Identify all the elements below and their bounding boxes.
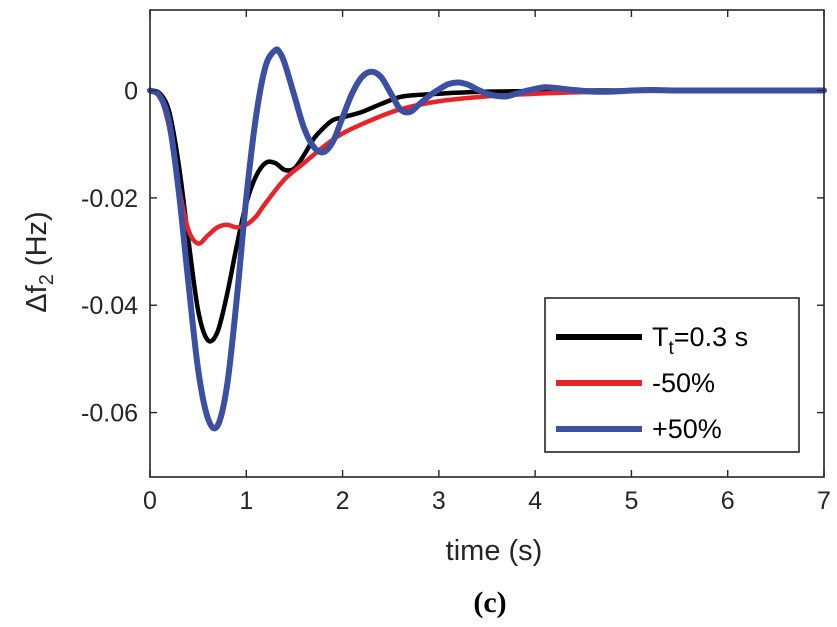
x-tick-label-1: 1 — [239, 487, 253, 515]
legend-label-minus50: -50% — [652, 368, 715, 398]
y-axis-label-suffix: (Hz) — [21, 211, 53, 274]
x-tick-label-6: 6 — [721, 487, 735, 515]
series-line-minus50 — [147, 88, 827, 246]
y-tick-label-3: -0.06 — [81, 400, 138, 428]
x-tick-label-7: 7 — [817, 487, 831, 515]
y-tick-label-0: 0 — [124, 78, 138, 106]
ticks-layer: 0 1 2 3 4 5 6 7 0 -0.02 -0.04 -0.06 — [81, 10, 831, 515]
legend: Tt=0.3 s -50% +50% — [544, 297, 800, 453]
legend-label-tt-main: T — [652, 322, 669, 352]
y-axis-label-sub: 2 — [36, 274, 58, 285]
x-tick-label-0: 0 — [143, 487, 157, 515]
y-tick-label-2: -0.04 — [81, 292, 138, 320]
x-tick-label-5: 5 — [624, 487, 638, 515]
legend-label-plus50: +50% — [652, 414, 722, 444]
x-axis-label: time (s) — [446, 535, 543, 567]
legend-label-tt-sub: t — [669, 338, 675, 359]
legend-label-tt-rest: =0.3 s — [674, 322, 748, 352]
series-layer — [147, 46, 827, 432]
figure-caption: (c) — [473, 586, 506, 619]
plot-frame — [149, 9, 825, 478]
legend-label-tt: Tt=0.3 s — [652, 322, 748, 359]
series-line-plus50 — [147, 46, 827, 432]
x-tick-label-4: 4 — [528, 487, 542, 515]
y-tick-label-1: -0.02 — [81, 185, 138, 213]
x-tick-label-2: 2 — [336, 487, 350, 515]
y-axis-label: Δf2 (Hz) — [21, 211, 58, 312]
x-tick-label-3: 3 — [432, 487, 446, 515]
y-axis-label-prefix: Δf — [21, 284, 53, 312]
